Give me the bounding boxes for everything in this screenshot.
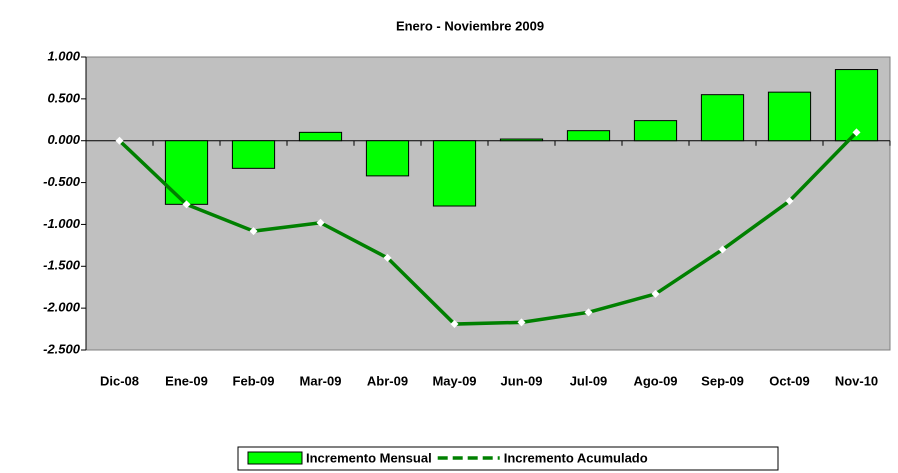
x-tick-label: Mar-09 xyxy=(300,373,342,388)
y-tick-label: -2.500 xyxy=(43,341,81,356)
marker xyxy=(316,218,325,227)
x-tick-label: Feb-09 xyxy=(233,373,275,388)
line xyxy=(118,131,858,326)
chart-title: Enero - Noviembre 2009 xyxy=(396,18,544,33)
bar xyxy=(231,140,276,169)
x-tick-label: Ene-09 xyxy=(165,373,208,388)
marker xyxy=(718,245,727,254)
legend: Incremento Mensual Incremento Acumulado xyxy=(237,446,779,471)
y-tick-label: -1.000 xyxy=(43,216,81,231)
y-tick-label: 1.000 xyxy=(47,48,80,63)
bar xyxy=(164,140,209,205)
legend-label: Incremento Mensual xyxy=(306,450,432,465)
bar xyxy=(566,130,611,142)
x-tick-label: Nov-10 xyxy=(835,373,878,388)
x-tick-label: Sep-09 xyxy=(701,373,744,388)
marker xyxy=(852,128,861,137)
marker xyxy=(450,320,459,329)
bar xyxy=(767,91,812,142)
y-tick-label: -0.500 xyxy=(43,174,81,189)
x-tick-label: Abr-09 xyxy=(367,373,408,388)
marker xyxy=(383,253,392,262)
bar xyxy=(633,120,678,142)
marker xyxy=(115,136,124,145)
x-tick-label: Oct-09 xyxy=(769,373,809,388)
legend-swatch xyxy=(247,451,303,465)
plot-area xyxy=(85,56,891,351)
bar xyxy=(499,138,544,142)
marker xyxy=(182,200,191,209)
legend-label: Incremento Acumulado xyxy=(504,450,648,465)
bar xyxy=(700,94,745,142)
marker xyxy=(517,318,526,327)
bar xyxy=(365,140,410,177)
y-tick-label: -1.500 xyxy=(43,258,81,273)
x-tick-label: May-09 xyxy=(432,373,476,388)
x-tick-label: Jun-09 xyxy=(501,373,543,388)
x-tick-label: Ago-09 xyxy=(633,373,677,388)
legend-box xyxy=(237,446,779,471)
y-tick-label: 0.500 xyxy=(47,90,80,105)
marker xyxy=(249,227,258,236)
marker xyxy=(584,308,593,317)
x-tick-label: Dic-08 xyxy=(100,373,139,388)
y-tick-label: -2.000 xyxy=(43,300,81,315)
bar xyxy=(432,140,477,207)
x-tick-label: Jul-09 xyxy=(570,373,608,388)
y-tick-label: 0.000 xyxy=(47,132,80,147)
bar xyxy=(298,131,343,142)
marker xyxy=(651,289,660,298)
marker xyxy=(785,196,794,205)
